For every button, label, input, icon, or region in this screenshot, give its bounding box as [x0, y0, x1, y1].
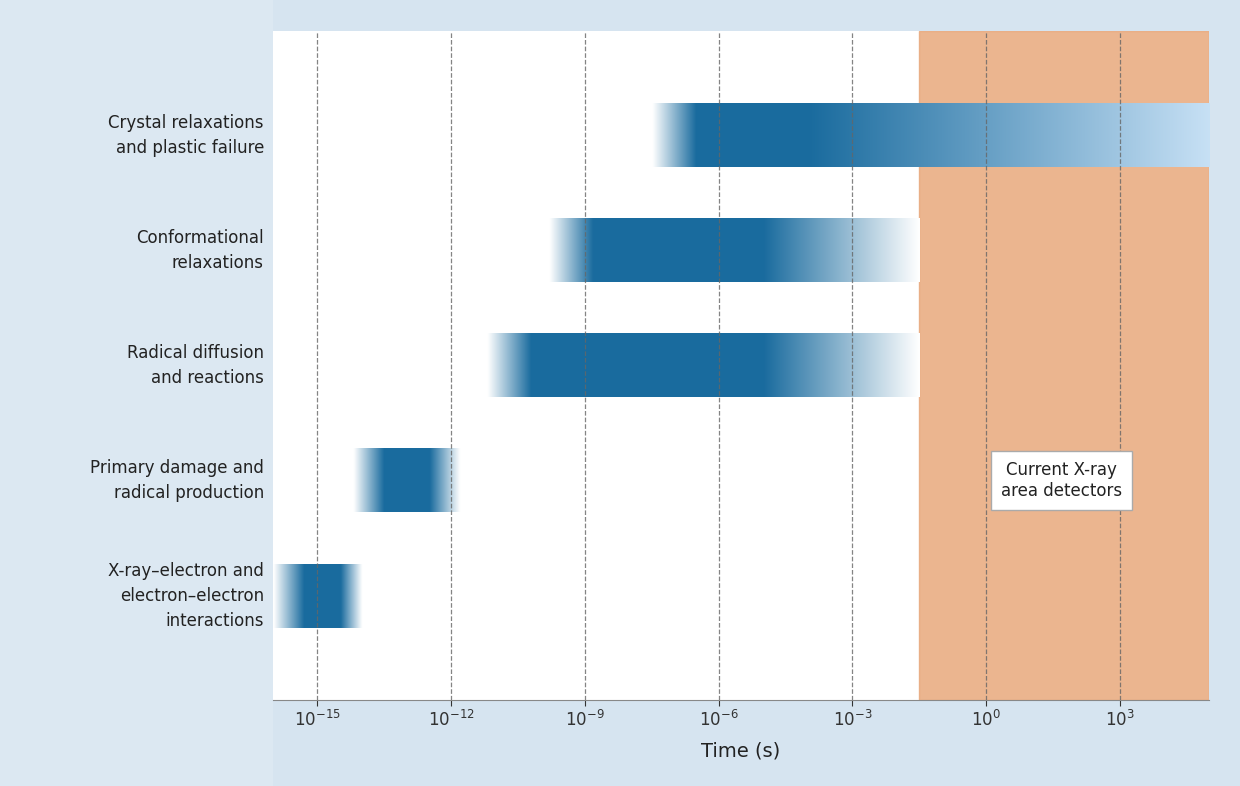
X-axis label: Time (s): Time (s) [702, 741, 780, 760]
Text: Crystal relaxations
and plastic failure: Crystal relaxations and plastic failure [108, 114, 264, 156]
Text: Primary damage and
radical production: Primary damage and radical production [91, 459, 264, 502]
Text: Conformational
relaxations: Conformational relaxations [136, 229, 264, 272]
Text: Radical diffusion
and reactions: Radical diffusion and reactions [126, 344, 264, 387]
Text: Current X-ray
area detectors: Current X-ray area detectors [1002, 461, 1122, 500]
Text: X-ray–electron and
electron–electron
interactions: X-ray–electron and electron–electron int… [108, 562, 264, 630]
Bar [919, 31, 1209, 700]
